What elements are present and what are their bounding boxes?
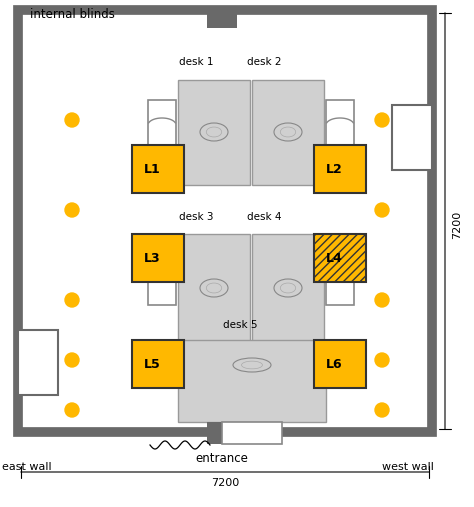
Circle shape [375,203,389,217]
Text: desk 2: desk 2 [247,57,281,67]
Text: internal blinds: internal blinds [30,8,115,21]
Text: L2: L2 [325,163,342,176]
Text: 7200: 7200 [452,211,462,239]
Text: 7200: 7200 [211,478,239,488]
Bar [314,340,366,388]
Circle shape [375,293,389,307]
Circle shape [375,113,389,127]
Circle shape [65,293,79,307]
Text: desk 4: desk 4 [247,212,281,222]
Text: entrance: entrance [195,452,248,465]
Text: L6: L6 [326,358,342,372]
Bar [252,80,324,185]
Bar [148,100,176,150]
Bar [392,105,432,170]
Text: desk 5: desk 5 [223,320,257,330]
Bar [326,100,354,150]
Circle shape [375,353,389,367]
Bar [314,234,366,282]
Circle shape [65,113,79,127]
Text: L3: L3 [144,252,160,266]
Text: desk 1: desk 1 [179,57,213,67]
Circle shape [65,353,79,367]
Text: desk 3: desk 3 [179,212,213,222]
Bar [178,340,326,422]
Circle shape [65,203,79,217]
Bar [132,145,184,193]
Bar [326,255,354,305]
Bar [207,10,237,28]
Bar [252,234,324,346]
Bar [178,234,250,346]
Bar [132,340,184,388]
Text: L4: L4 [325,252,342,266]
Bar [178,80,250,185]
Bar [132,234,184,282]
Bar [314,145,366,193]
Text: east wall: east wall [2,462,52,472]
Circle shape [65,403,79,417]
Bar [207,422,237,444]
Text: L1: L1 [143,163,160,176]
Circle shape [375,403,389,417]
Bar [18,330,58,395]
Text: L5: L5 [143,358,160,372]
Bar [18,10,432,432]
Text: west wall: west wall [382,462,434,472]
Bar [222,422,282,444]
Bar [148,255,176,305]
